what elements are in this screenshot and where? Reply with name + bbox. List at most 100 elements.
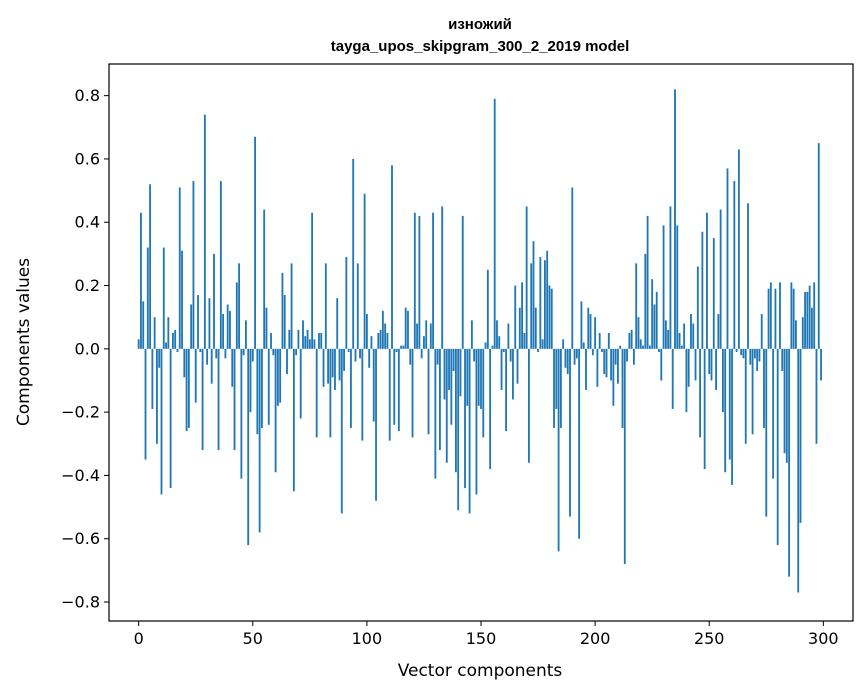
bar-34 [215,348,218,359]
bar-142 [461,215,464,349]
bar-226 [653,304,656,349]
bar-18 [178,187,181,349]
bar-125 [423,336,425,349]
bar-42 [233,348,236,451]
bar-231 [664,320,667,349]
bar-294 [808,285,811,349]
bar-122 [416,323,419,349]
bar-86 [334,348,336,390]
bar-206 [607,333,610,349]
bar-264 [740,348,743,356]
bar-197 [587,307,590,349]
bar-273 [760,314,763,349]
bar-4 [146,247,149,349]
bar-141 [459,348,462,397]
x-axis-ticks: 0 50 100 150 200 250 300 [134,621,839,648]
bar-215 [628,333,631,349]
bar-261 [733,181,736,349]
bar-227 [655,291,658,349]
bar-199 [591,348,594,356]
bar-275 [765,348,768,517]
bar-175 [537,348,539,352]
bar-24 [192,181,195,349]
bar-163 [509,348,512,362]
bar-195 [582,342,585,349]
bar-30 [206,348,209,365]
bar-103 [372,348,375,422]
bar-283 [783,348,786,454]
bar-259 [728,348,731,460]
bar-158 [498,336,501,349]
bar-56 [265,307,268,349]
bar-15 [171,333,174,349]
bar-155 [491,345,494,349]
bar-17 [176,348,179,352]
bar-167 [518,307,521,349]
bar-263 [737,149,740,349]
y-axis-label: Components values [14,258,34,426]
bar-135 [445,348,448,463]
bar-191 [573,348,576,365]
bar-220 [639,339,642,349]
bar-196 [585,348,587,390]
bar-239 [683,323,686,349]
bar-256 [722,348,724,413]
bar-269 [751,348,754,435]
bar-281 [779,282,781,349]
bar-151 [482,348,485,438]
bar-91 [345,257,348,349]
bar-35 [217,348,220,451]
bar-68 [292,348,295,492]
x-tick-label: 200 [580,629,611,648]
y-tick-label: 0.0 [75,339,100,358]
bar-204 [603,348,606,375]
bar-79 [318,333,320,349]
bar-244 [694,348,697,381]
bar-235 [674,89,676,349]
bar-38 [224,348,227,359]
bar-214 [626,348,628,362]
bar-251 [710,348,713,381]
bar-121 [413,212,416,349]
bar-48 [247,348,250,546]
bar-23 [190,304,193,349]
bar-271 [756,348,759,371]
bar-16 [174,329,177,349]
bar-20 [183,348,186,378]
bar-1 [140,212,142,349]
bar-173 [532,241,535,349]
bar-115 [400,345,403,349]
bar-102 [370,336,373,349]
bar-166 [516,348,519,384]
bar-172 [530,263,533,349]
bar-287 [792,288,795,349]
bar-45 [240,348,243,479]
bar-143 [464,348,466,489]
bar-112 [393,348,396,425]
bar-171 [528,348,530,463]
bar-178 [543,260,546,349]
bar-101 [368,348,371,368]
bar-12 [165,342,167,349]
bar-5 [149,184,151,349]
bar-249 [706,212,708,349]
bar-234 [671,348,674,409]
bar-28 [201,348,204,451]
bar-97 [359,348,361,359]
y-axis-ticks: 0.8 0.6 0.4 0.2 0.0 −0.2 −0.4 −0.6 −0.8 [61,86,109,612]
bar-116 [402,345,405,349]
bar-61 [276,348,279,406]
bar-268 [749,348,752,365]
bar-160 [502,348,505,352]
bar-78 [315,348,318,438]
bar-126 [425,320,428,349]
bar-128 [429,323,432,349]
bar-201 [596,348,599,387]
bar-0 [137,339,140,349]
bar-183 [555,348,558,409]
bar-156 [493,98,496,349]
bar-148 [475,348,478,495]
bar-96 [356,263,359,349]
bar-59 [272,348,275,356]
